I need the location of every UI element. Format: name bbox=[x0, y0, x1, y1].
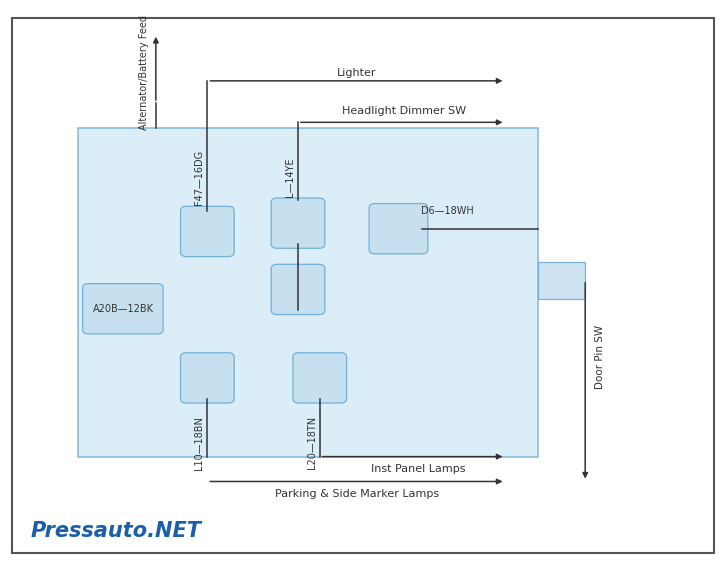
Text: A20B—12BK: A20B—12BK bbox=[92, 303, 154, 314]
FancyBboxPatch shape bbox=[271, 198, 325, 248]
FancyBboxPatch shape bbox=[12, 19, 714, 553]
FancyBboxPatch shape bbox=[369, 204, 428, 254]
Text: L—14YE: L—14YE bbox=[285, 158, 295, 197]
Text: Inst Panel Lamps: Inst Panel Lamps bbox=[371, 464, 466, 475]
FancyBboxPatch shape bbox=[538, 262, 585, 299]
Text: D6—18WH: D6—18WH bbox=[421, 205, 474, 216]
FancyBboxPatch shape bbox=[271, 264, 325, 315]
Text: Headlight Dimmer SW: Headlight Dimmer SW bbox=[342, 106, 466, 117]
FancyBboxPatch shape bbox=[293, 353, 347, 403]
Text: L20—18TN: L20—18TN bbox=[306, 416, 317, 470]
FancyBboxPatch shape bbox=[78, 128, 538, 457]
Text: Door Pin SW: Door Pin SW bbox=[595, 325, 605, 389]
Text: Parking & Side Marker Lamps: Parking & Side Marker Lamps bbox=[274, 489, 439, 499]
FancyBboxPatch shape bbox=[181, 206, 234, 257]
Text: Pressauto.NET: Pressauto.NET bbox=[31, 521, 202, 541]
Text: F47—16DG: F47—16DG bbox=[194, 150, 204, 205]
FancyBboxPatch shape bbox=[82, 284, 163, 334]
Text: L10—18BN: L10—18BN bbox=[194, 416, 204, 470]
Text: Lighter: Lighter bbox=[337, 68, 376, 78]
Text: Alternator/Battery Feed: Alternator/Battery Feed bbox=[139, 15, 149, 130]
FancyBboxPatch shape bbox=[181, 353, 234, 403]
